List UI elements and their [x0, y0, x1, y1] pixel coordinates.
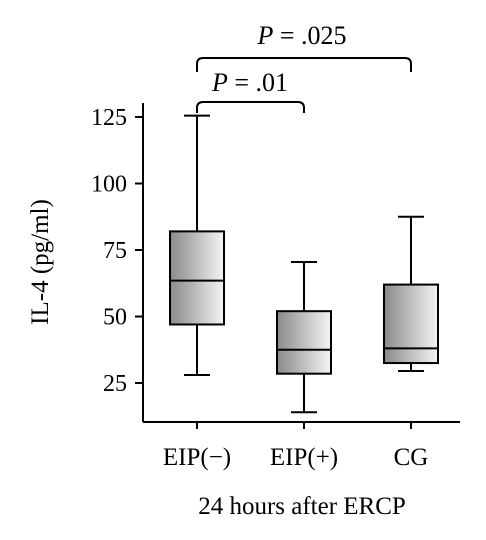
x-category-label: EIP(−)	[163, 444, 231, 471]
y-tick-label: 75	[103, 238, 127, 264]
y-tick-label: 25	[103, 371, 127, 397]
y-axis-title: IL-4 (pg/ml)	[27, 199, 54, 325]
significance-brackets: P = .01P = .025	[196, 21, 412, 113]
y-tick-label: 50	[103, 305, 127, 331]
box-3	[383, 215, 439, 373]
box-2	[276, 260, 332, 414]
bracket-1: P = .01	[196, 68, 305, 113]
axes	[142, 103, 460, 423]
p-value: = .025	[273, 21, 346, 50]
x-category-label: EIP(+)	[270, 444, 338, 471]
x-axis-title: 24 hours after ERCP	[198, 493, 406, 520]
iqr-box	[169, 230, 225, 326]
x-category-labels: EIP(−) EIP(+) CG	[163, 422, 428, 471]
bracket-line	[196, 57, 412, 72]
p-symbol: P	[211, 68, 228, 97]
iqr-box	[383, 283, 439, 365]
y-tick-label: 100	[91, 172, 127, 198]
iqr-box	[276, 310, 332, 375]
p-value-label: P = .01	[211, 68, 288, 97]
bracket-2: P = .025	[196, 21, 412, 72]
x-category-label: CG	[394, 444, 429, 471]
p-value-label: P = .025	[256, 21, 346, 50]
box-1	[169, 114, 225, 377]
boxes	[169, 114, 439, 414]
bracket-line	[196, 101, 305, 113]
y-tick-label: 125	[91, 105, 127, 131]
y-ticks: 25 50 75 100 125	[91, 105, 143, 397]
p-symbol: P	[256, 21, 273, 50]
p-value: = .01	[228, 68, 288, 97]
